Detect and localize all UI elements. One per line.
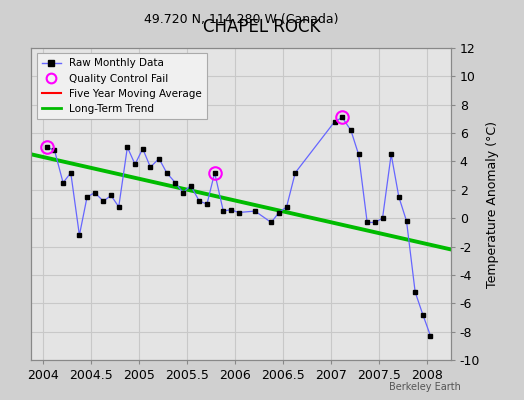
Text: CHAPEL ROCK: CHAPEL ROCK xyxy=(203,18,321,36)
Legend: Raw Monthly Data, Quality Control Fail, Five Year Moving Average, Long-Term Tren: Raw Monthly Data, Quality Control Fail, … xyxy=(37,53,207,119)
Y-axis label: Temperature Anomaly (°C): Temperature Anomaly (°C) xyxy=(486,120,499,288)
Title: 49.720 N, 114.280 W (Canada): 49.720 N, 114.280 W (Canada) xyxy=(144,13,339,26)
Text: Berkeley Earth: Berkeley Earth xyxy=(389,382,461,392)
